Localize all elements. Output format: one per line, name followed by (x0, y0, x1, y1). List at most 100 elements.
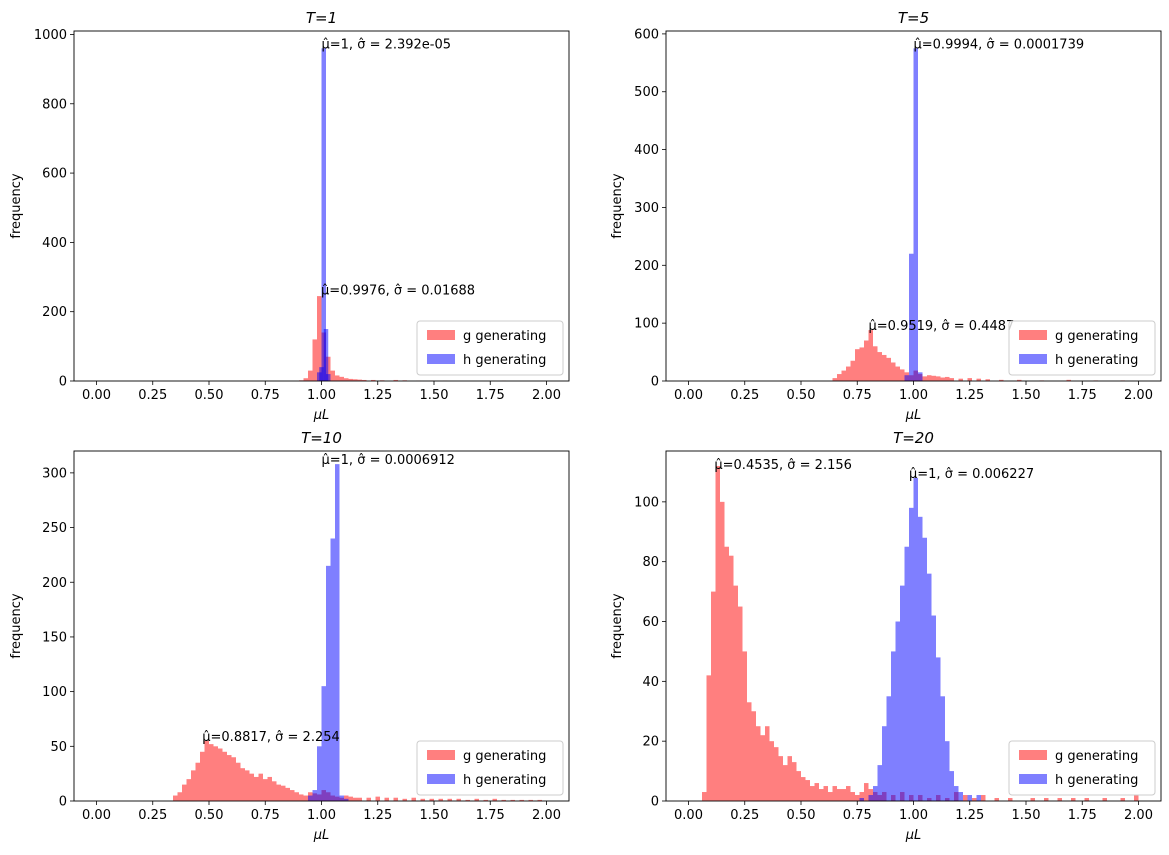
histogram-bar (528, 799, 533, 801)
x-tick-label: 0.00 (82, 388, 111, 403)
chart-title: T=10 (301, 429, 342, 447)
histogram-bar (492, 798, 497, 801)
x-tick-label: 0.25 (138, 808, 167, 823)
x-tick-label: 1.25 (363, 808, 392, 823)
stats-annotation: μ̂=1, σ̂ = 2.392e-05 (322, 37, 452, 52)
histogram-bar (191, 770, 196, 801)
histogram-bar (290, 790, 295, 801)
histogram-bar (213, 746, 218, 801)
x-tick-label: 0.00 (674, 388, 703, 403)
histogram-bar (963, 795, 968, 801)
x-tick-label: 1.50 (420, 808, 449, 823)
histogram-bar (447, 798, 452, 801)
histogram-bar (323, 329, 329, 381)
x-tick-label: 0.75 (843, 808, 872, 823)
histogram-bar (832, 786, 837, 801)
histogram-bar (317, 746, 322, 801)
histogram-bar (1134, 795, 1139, 801)
histogram-bar (783, 765, 788, 801)
histogram-bar (900, 585, 905, 801)
histogram-bar (985, 379, 990, 381)
histogram-bar (801, 777, 806, 801)
histogram-bar (272, 781, 277, 801)
histogram-bar (222, 751, 227, 801)
histogram-bar (294, 792, 299, 801)
histogram-bar (321, 686, 326, 801)
legend-label: h generating (1055, 353, 1138, 368)
x-axis-label: μL (313, 828, 330, 843)
histogram-bar (285, 787, 290, 801)
histogram-bar (411, 797, 416, 801)
histogram-bar (931, 615, 936, 801)
histogram-bar (954, 786, 959, 801)
y-tick-label: 400 (634, 143, 659, 158)
histogram-bar (474, 798, 479, 801)
histogram-bar (456, 798, 461, 801)
histogram-bar (303, 378, 308, 381)
histogram-bar (756, 726, 761, 801)
histogram-bar (1102, 798, 1107, 801)
y-tick-label: 100 (634, 317, 659, 332)
histogram-bar (940, 696, 945, 801)
histogram-bar (832, 378, 837, 381)
histogram-bar (945, 741, 950, 801)
histogram-bar (182, 784, 187, 801)
legend-label: g generating (463, 749, 546, 764)
histogram-bar (353, 797, 358, 801)
chart-title: T=1 (306, 9, 337, 27)
histogram-bar (519, 799, 524, 801)
histogram-bar (200, 751, 205, 801)
legend-label: h generating (463, 773, 546, 788)
histogram-bar (927, 573, 932, 801)
histogram-bar (810, 786, 815, 801)
histogram-bar (949, 771, 954, 801)
histogram-bar (922, 537, 927, 801)
histogram-bar (819, 789, 824, 801)
x-axis-label: μL (905, 828, 922, 843)
histogram-bar (357, 797, 362, 801)
histogram-bar (177, 792, 182, 801)
legend-label: h generating (463, 353, 546, 368)
histogram-bar (855, 349, 860, 381)
histogram-bar (465, 799, 470, 801)
x-tick-label: 1.75 (1068, 808, 1097, 823)
histogram-bar (927, 375, 932, 381)
histogram-bar (330, 370, 335, 381)
histogram-bar (747, 702, 752, 801)
y-axis-label: frequency (9, 593, 24, 659)
histogram-bar (218, 748, 223, 801)
histogram-bar (774, 747, 779, 801)
histogram-bar (882, 726, 887, 801)
x-tick-label: 0.50 (195, 808, 224, 823)
y-tick-label: 1000 (34, 28, 67, 43)
histogram-bar (859, 798, 864, 801)
x-tick-label: 1.00 (899, 808, 928, 823)
chart-title: T=5 (898, 9, 929, 27)
legend-label: g generating (1055, 749, 1138, 764)
x-tick-label: 1.00 (899, 388, 928, 403)
x-tick-label: 0.25 (730, 808, 759, 823)
histogram-bar (281, 785, 286, 801)
histogram-bar (882, 354, 887, 381)
histogram-bar (258, 773, 263, 801)
histogram-bar (1044, 798, 1049, 801)
histogram-bar (922, 376, 927, 381)
histogram-bar (787, 756, 792, 801)
x-tick-label: 1.50 (1012, 808, 1041, 823)
histogram-bar (900, 369, 905, 381)
histogram-bar (308, 370, 313, 381)
histogram-bar (1017, 379, 1022, 381)
histogram-bar (859, 792, 864, 801)
histogram-bar (276, 784, 281, 801)
histogram-bar (344, 798, 349, 801)
histogram-bar (371, 379, 376, 381)
histogram-bar (846, 366, 851, 381)
histogram-bar (715, 465, 720, 801)
histogram-bar (999, 379, 1004, 381)
y-tick-label: 200 (42, 305, 67, 320)
histogram-bar (846, 786, 851, 801)
chart-panel: 0.00 0.25 0.50 0.75 1.00 1.25 1.50 1.75 2.00 0 50 1… (9, 429, 570, 843)
histogram-bar (850, 360, 855, 381)
histogram-bar (967, 378, 972, 381)
histogram-bar (837, 789, 842, 801)
